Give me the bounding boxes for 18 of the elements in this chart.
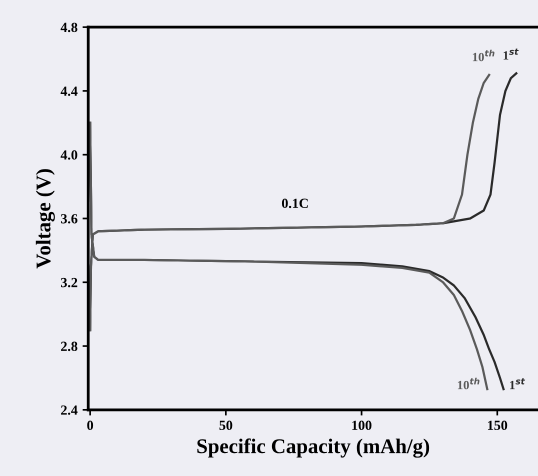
y-tick-label: 4.0 [60,150,78,160]
y-tick-label: 2.4 [61,405,78,415]
x-tick-label: 100 [352,420,372,430]
x-tick-label: 0 [87,420,94,430]
y-tick-label: 3.6 [60,214,78,224]
y-tick-label: 4.4 [60,86,78,96]
y-axis-title: Voltage (V) [36,169,55,268]
series-label: 1$^{st}$ [504,48,519,60]
y-tick-label: 2.8 [61,342,78,352]
x-tick-label: 50 [219,420,232,430]
series-label: 1$^{st}$ [510,378,526,390]
x-axis-title: Specific Capacity (mAh/g) [197,438,430,458]
x-tick-label: 150 [488,420,508,430]
annotation: 0.1C [282,198,308,208]
series-label: 10$^{th}$ [472,50,494,62]
y-tick-label: 4.8 [60,22,78,32]
series-label: 10$^{th}$ [458,378,480,390]
y-tick-label: 3.2 [60,278,78,288]
